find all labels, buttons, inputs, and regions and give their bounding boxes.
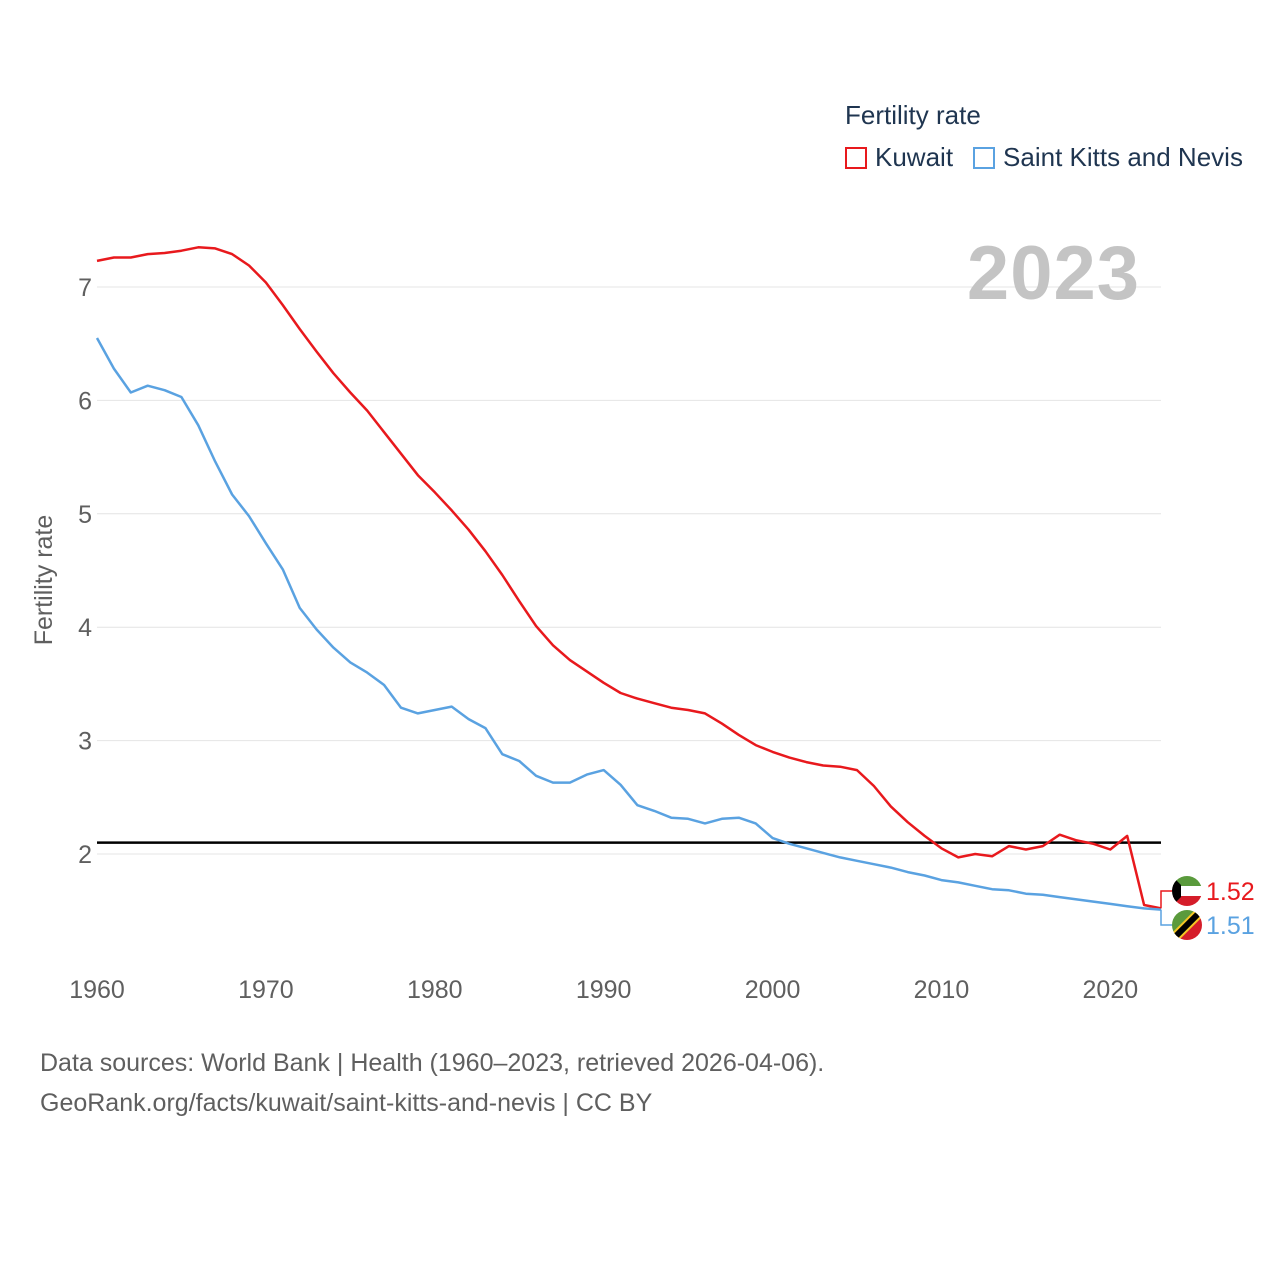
y-tick-label: 3 xyxy=(78,728,92,756)
legend: Kuwait Saint Kitts and Nevis xyxy=(845,142,1263,173)
legend-item-kuwait[interactable]: Kuwait xyxy=(845,142,953,173)
x-tick-label: 2010 xyxy=(914,976,970,1004)
legend-swatch-kuwait xyxy=(845,146,867,169)
y-tick-label: 4 xyxy=(78,614,92,642)
x-tick-label: 2020 xyxy=(1083,976,1139,1004)
end-value-label: 1.51 xyxy=(1206,912,1255,940)
x-tick-label: 1960 xyxy=(69,976,125,1004)
legend-label-saint-kitts-and-nevis: Saint Kitts and Nevis xyxy=(1003,142,1243,172)
x-tick-label: 1980 xyxy=(407,976,463,1004)
gridlines xyxy=(97,286,1161,855)
footer-sources: Data sources: World Bank | Health (1960–… xyxy=(40,1049,825,1077)
y-axis-ticks: 2 3 4 5 6 7 xyxy=(78,274,92,869)
y-tick-label: 2 xyxy=(78,841,92,869)
x-tick-label: 1970 xyxy=(238,976,294,1004)
y-tick-label: 5 xyxy=(78,501,92,529)
footer: Data sources: World Bank | Health (1960–… xyxy=(40,1043,824,1123)
saint-kitts-flag-icon xyxy=(1172,910,1202,940)
series-lines xyxy=(95,246,1162,911)
footer-link[interactable]: GeoRank.org/facts/kuwait/saint-kitts-and… xyxy=(40,1089,653,1117)
year-label: 2023 xyxy=(966,231,1140,316)
y-tick-label: 6 xyxy=(78,387,92,415)
series-line-saint-kitts-and-nevis[interactable] xyxy=(95,337,1162,911)
end-markers: 1.52 1.51 xyxy=(1160,876,1255,940)
legend-swatch-saint-kitts-and-nevis xyxy=(973,146,996,169)
y-tick-label: 7 xyxy=(78,274,92,302)
y-axis-label: Fertility rate xyxy=(30,515,58,646)
end-connector xyxy=(1160,890,1173,909)
x-tick-label: 2000 xyxy=(745,976,801,1004)
legend-label-kuwait: Kuwait xyxy=(875,142,954,172)
legend-item-saint-kitts-and-nevis[interactable]: Saint Kitts and Nevis xyxy=(973,142,1243,173)
kuwait-flag-icon xyxy=(1172,876,1202,906)
legend-title: Fertility rate xyxy=(845,100,981,130)
end-value-label: 1.52 xyxy=(1206,878,1255,906)
series-line-kuwait[interactable] xyxy=(96,246,1162,910)
end-connector xyxy=(1160,909,1173,926)
x-axis-ticks: 1960 1970 1980 1990 2000 2010 2020 xyxy=(69,976,1138,1004)
x-tick-label: 1990 xyxy=(576,976,632,1004)
